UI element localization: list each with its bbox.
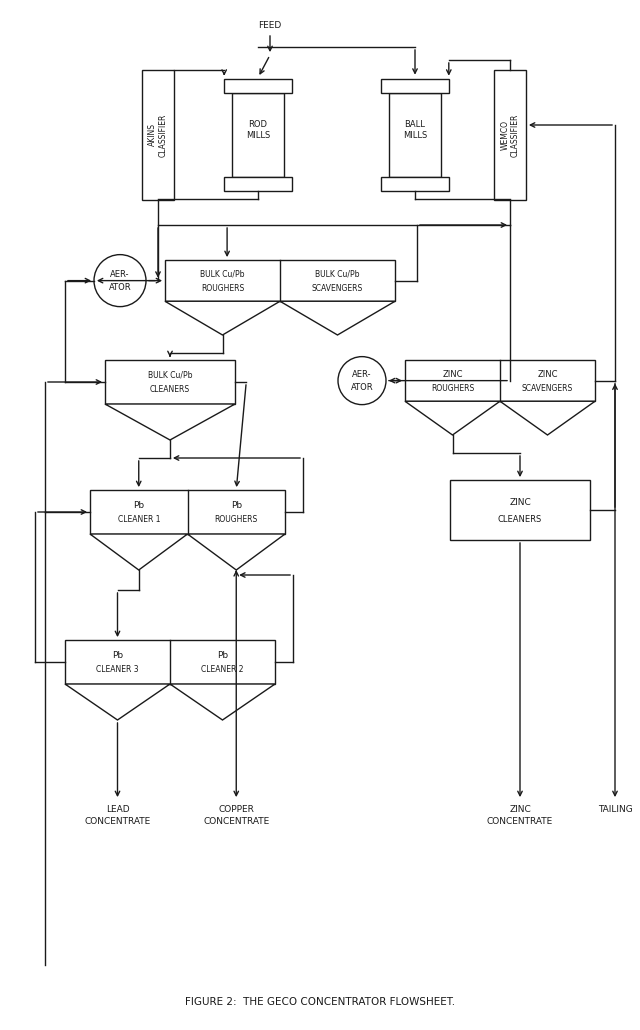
Polygon shape bbox=[405, 402, 500, 435]
Text: ATOR: ATOR bbox=[109, 283, 131, 293]
Bar bbox=[224, 78, 292, 93]
Text: WEMCO
CLASSIFIER: WEMCO CLASSIFIER bbox=[500, 113, 520, 157]
Bar bbox=[389, 93, 441, 177]
Bar bbox=[232, 93, 284, 177]
Text: TAILING: TAILING bbox=[598, 805, 632, 815]
Text: CLEANERS: CLEANERS bbox=[150, 385, 190, 394]
Bar bbox=[450, 480, 590, 540]
Polygon shape bbox=[165, 301, 280, 335]
Polygon shape bbox=[65, 684, 170, 720]
Bar bbox=[165, 260, 395, 301]
Text: CONCENTRATE: CONCENTRATE bbox=[203, 818, 269, 826]
Text: Pb: Pb bbox=[133, 501, 144, 510]
Text: ROUGHERS: ROUGHERS bbox=[214, 515, 258, 524]
Bar bbox=[142, 70, 174, 200]
Text: Pb: Pb bbox=[230, 501, 242, 510]
Text: LEAD: LEAD bbox=[106, 805, 129, 815]
Bar bbox=[494, 70, 526, 200]
Text: Pb: Pb bbox=[217, 651, 228, 660]
Text: CONCENTRATE: CONCENTRATE bbox=[84, 818, 150, 826]
Bar bbox=[65, 640, 275, 684]
Text: BULK Cu/Pb: BULK Cu/Pb bbox=[316, 270, 360, 279]
Text: ZINC: ZINC bbox=[509, 805, 531, 815]
Text: CLEANERS: CLEANERS bbox=[498, 515, 542, 523]
Text: ATOR: ATOR bbox=[351, 383, 373, 392]
Text: Pb: Pb bbox=[112, 651, 123, 660]
Text: BALL
MILLS: BALL MILLS bbox=[403, 121, 427, 140]
Polygon shape bbox=[105, 404, 235, 440]
Polygon shape bbox=[500, 402, 595, 435]
Bar bbox=[381, 177, 449, 192]
Circle shape bbox=[94, 254, 146, 307]
Circle shape bbox=[338, 356, 386, 405]
Polygon shape bbox=[188, 534, 285, 570]
Bar bbox=[224, 177, 292, 192]
Text: AER-: AER- bbox=[110, 270, 130, 279]
Bar bbox=[105, 360, 235, 404]
Text: FEED: FEED bbox=[259, 21, 282, 30]
Text: CLEANER 3: CLEANER 3 bbox=[96, 665, 139, 675]
Text: CONCENTRATE: CONCENTRATE bbox=[487, 818, 553, 826]
Text: ROD
MILLS: ROD MILLS bbox=[246, 121, 270, 140]
Text: ZINC: ZINC bbox=[537, 370, 557, 379]
Text: ZINC: ZINC bbox=[509, 499, 531, 508]
Text: FIGURE 2:  THE GECO CONCENTRATOR FLOWSHEET.: FIGURE 2: THE GECO CONCENTRATOR FLOWSHEE… bbox=[185, 997, 455, 1007]
Text: CLEANER 1: CLEANER 1 bbox=[118, 515, 160, 524]
Text: ROUGHERS: ROUGHERS bbox=[431, 383, 474, 392]
Text: BULK Cu/Pb: BULK Cu/Pb bbox=[200, 270, 244, 279]
Text: SCAVENGERS: SCAVENGERS bbox=[312, 283, 363, 293]
Polygon shape bbox=[170, 684, 275, 720]
Bar bbox=[90, 490, 285, 534]
Text: COPPER: COPPER bbox=[218, 805, 254, 815]
Text: AER-: AER- bbox=[352, 370, 372, 379]
Text: CLEANER 2: CLEANER 2 bbox=[201, 665, 244, 675]
Text: BULK Cu/Pb: BULK Cu/Pb bbox=[148, 371, 192, 380]
Text: AKINS
CLASSIFIER: AKINS CLASSIFIER bbox=[148, 113, 168, 157]
Bar bbox=[381, 78, 449, 93]
Text: ROUGHERS: ROUGHERS bbox=[201, 283, 244, 293]
Bar bbox=[405, 360, 595, 402]
Text: SCAVENGERS: SCAVENGERS bbox=[522, 383, 573, 392]
Polygon shape bbox=[90, 534, 188, 570]
Polygon shape bbox=[280, 301, 395, 335]
Text: ZINC: ZINC bbox=[442, 370, 463, 379]
